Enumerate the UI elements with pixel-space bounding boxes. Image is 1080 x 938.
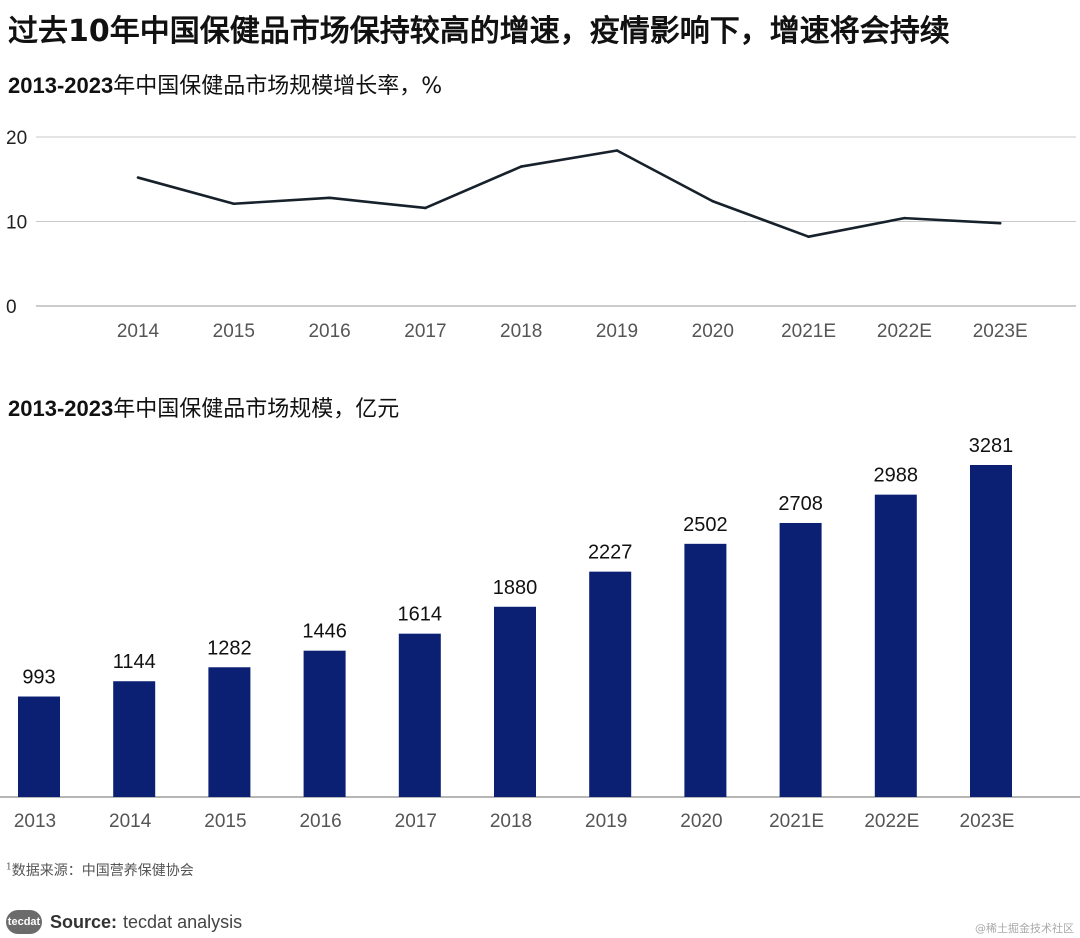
bar-chart-bar [970,465,1012,797]
bar-chart-value-label: 3281 [969,435,1014,457]
bar-chart-value-label: 1880 [493,577,538,599]
line-chart-y-tick-label: 20 [6,128,27,149]
line-chart-x-tick-label: 2015 [213,321,255,342]
bar-chart-x-tick-label: 2023E [960,811,1015,832]
bar-chart-value-label: 2502 [683,514,728,536]
bar-chart-title-text: 年中国保健品市场规模，亿元 [113,397,400,422]
bar-chart-bar [113,681,156,797]
line-chart-point [903,216,906,220]
bar-chart-value-label: 1446 [302,621,347,643]
bar-chart-title: 2013-2023年中国保健品市场规模，亿元 [8,391,399,423]
bar-chart-value-label: 1144 [113,651,156,673]
line-chart-title-years: 2013-2023 [8,73,114,98]
line-chart-x-tick-label: 2018 [500,321,542,342]
line-chart-x-tick-label: 2019 [596,321,638,342]
source-line: tecdat Source: tecdat analysis [6,910,242,934]
footnote-text: 数据来源：中国营养保健协会 [11,863,194,879]
tecdat-logo: tecdat [6,910,42,934]
bar-chart-x-tick-label: 2016 [299,811,341,832]
line-chart-x-tick-label: 2022E [877,321,932,342]
bar-chart-bar [874,494,917,797]
line-chart-point [424,206,427,210]
bar-chart-x-tick-label: 2021E [769,811,824,832]
line-chart-x-tick-label: 2014 [117,321,160,342]
bar-chart-x-tick-label: 2019 [585,811,627,832]
bar-chart-value-label: 1282 [207,637,252,659]
bar-chart-bar [494,606,536,797]
line-chart-point [998,221,1002,225]
footnote-marker: 1 [6,862,12,873]
bar-chart-value-label: 2227 [588,542,633,564]
line-chart-x-tick-label: 2017 [404,321,446,342]
source-text: tecdat analysis [123,911,243,932]
bar-chart-x-tick-label: 2020 [680,811,722,832]
line-chart-point [519,165,523,168]
footnote: 1数据来源：中国营养保健协会 [6,860,194,880]
bar-chart-x-tick-label: 2014 [109,811,152,832]
line-chart-title-text: 年中国保健品市场规模增长率，% [113,74,443,99]
source-label: Source: [50,911,118,932]
bar-chart-bar [208,667,251,797]
bar-chart-value-label: 2988 [874,465,919,487]
line-chart-x-tick-label: 2020 [692,321,734,342]
line-chart-point [615,149,619,152]
bar-chart-bar [589,571,632,797]
bar-chart-x-tick-label: 2017 [395,811,437,832]
bar-chart-x-tick-label: 2022E [864,811,919,832]
bar-chart-x-tick-label: 2018 [490,811,532,832]
line-chart-point [328,196,331,200]
bar-chart-x-tick-label: 2015 [204,811,246,832]
line-chart-y-tick-label: 10 [6,213,27,234]
line-chart-title: 2013-2023年中国保健品市场规模增长率，% [8,68,442,100]
line-chart-point [807,235,810,239]
line-chart-y-tick-label: 0 [6,297,17,318]
watermark: @稀土掘金技术社区 [975,922,1074,935]
line-chart-point [232,202,236,206]
line-chart-x-tick-label: 2021E [781,321,836,342]
line-chart-point [136,176,140,179]
headline: 过去10年中国保健品市场保持较高的增速，疫情影响下，增速将会持续 [8,14,950,49]
bar-chart-x-tick-label: 2013 [14,811,56,832]
bar-chart-value-label: 1614 [398,604,443,626]
bar-chart-bar [779,522,822,797]
line-chart-point [711,199,715,203]
line-chart-x-tick-label: 2023E [973,321,1028,342]
line-chart-series-line [137,149,1001,239]
bar-chart-bar [18,696,60,797]
bar-chart-title-years: 2013-2023 [8,396,114,421]
bar-chart-bar [684,543,727,797]
bar-chart-bar [398,633,441,797]
bar-chart-value-label: 993 [22,667,55,689]
bar-chart-bar [303,650,346,797]
bar-chart-value-label: 2708 [778,493,823,515]
line-chart-x-tick-label: 2016 [308,321,350,342]
